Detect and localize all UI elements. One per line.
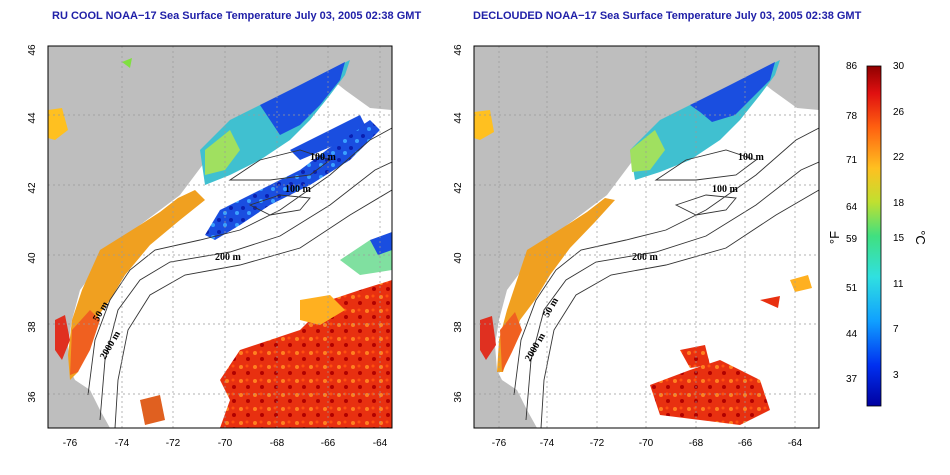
svg-text:44: 44 [453, 112, 464, 124]
svg-text:42: 42 [453, 182, 464, 194]
svg-text:-72: -72 [590, 438, 605, 449]
svg-text:-64: -64 [788, 438, 803, 449]
svg-text:-68: -68 [689, 438, 704, 449]
svg-text:40: 40 [27, 252, 38, 264]
right-isobaths [513, 127, 819, 428]
right-map-content: 100 m 100 m 200 m 2000 m 50 m [474, 46, 819, 428]
svg-text:36: 36 [27, 391, 38, 403]
right-panel-title: DECLOUDED NOAA−17 Sea Surface Temperatur… [473, 10, 862, 22]
right-lon-axis: -76 -74 -72 -70 -68 -66 -64 [492, 438, 803, 449]
right-lat-axis: 46 44 42 40 38 36 [453, 44, 464, 403]
left-iso-200-label: 200 m [215, 252, 242, 263]
svg-text:46: 46 [453, 44, 464, 56]
svg-text:-72: -72 [166, 438, 181, 449]
svg-text:-66: -66 [738, 438, 753, 449]
right-iso-100b-label: 100 m [712, 184, 739, 195]
left-land [48, 46, 392, 428]
svg-text:38: 38 [453, 321, 464, 333]
svg-text:-68: -68 [270, 438, 285, 449]
fahrenheit-unit-label: °F [827, 230, 843, 245]
svg-text:-76: -76 [492, 438, 507, 449]
svg-text:-64: -64 [373, 438, 388, 449]
celsius-unit-label: °C [912, 230, 928, 245]
left-panel-title: RU COOL NOAA−17 Sea Surface Temperature … [52, 10, 422, 22]
left-map-content: 100 m 100 m 200 m 2000 m 50 m [48, 46, 392, 428]
svg-text:-74: -74 [115, 438, 130, 449]
left-gulf-stream [220, 280, 392, 428]
svg-text:-74: -74 [540, 438, 555, 449]
svg-text:36: 36 [453, 391, 464, 403]
right-iso-100-label: 100 m [738, 152, 765, 163]
left-iso-100b-label: 100 m [285, 184, 312, 195]
svg-text:-70: -70 [639, 438, 654, 449]
svg-text:46: 46 [27, 44, 38, 56]
svg-text:42: 42 [27, 182, 38, 194]
left-lat-axis: 46 44 42 40 38 36 [27, 44, 38, 403]
right-land [474, 46, 819, 428]
svg-text:38: 38 [27, 321, 38, 333]
svg-text:44: 44 [27, 112, 38, 124]
right-warm-patches [650, 360, 770, 425]
svg-text:-66: -66 [321, 438, 336, 449]
temperature-colorbar [866, 65, 882, 407]
svg-text:40: 40 [453, 252, 464, 264]
left-coastal-warm [68, 190, 205, 380]
left-lon-axis: -74 -72 -70 -68 -66 -64 -76 [63, 438, 388, 449]
svg-text:-76: -76 [63, 438, 78, 449]
right-iso-200-label: 200 m [632, 252, 659, 263]
left-isobaths [87, 127, 392, 428]
left-iso-100-label: 100 m [310, 152, 337, 163]
svg-text:-70: -70 [218, 438, 233, 449]
